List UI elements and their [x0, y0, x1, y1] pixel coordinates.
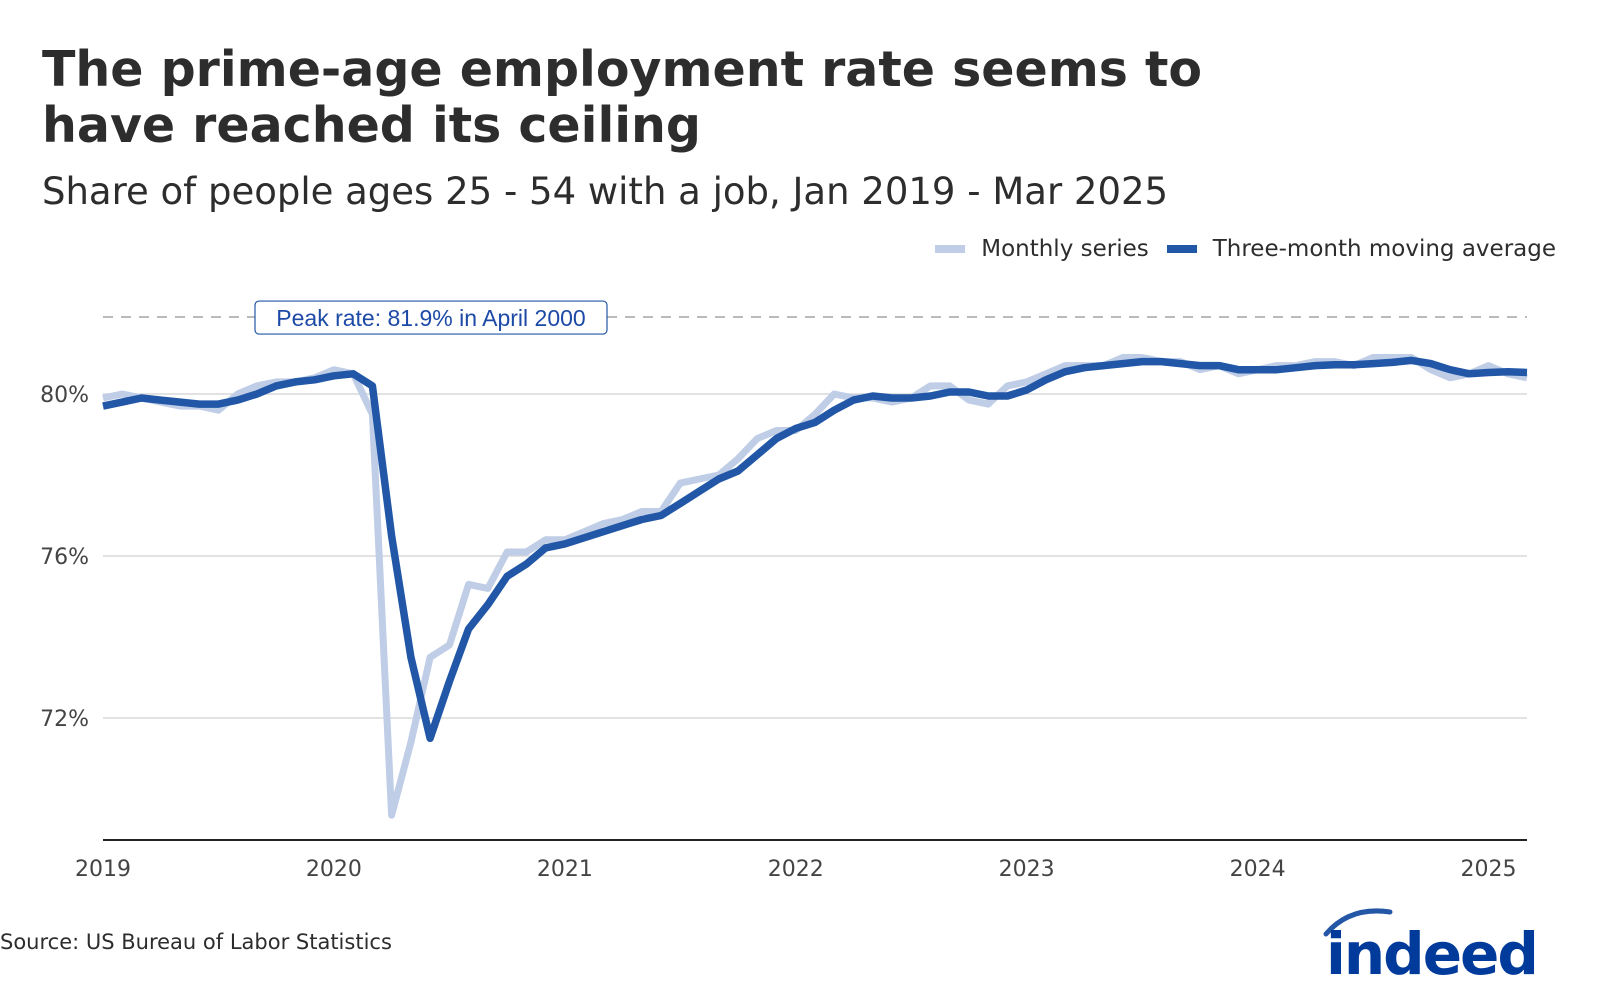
legend-swatch-monthly: [935, 245, 966, 253]
svg-text:indeed: indeed: [1326, 920, 1537, 980]
x-tick-label: 2024: [1230, 857, 1286, 882]
x-tick-label: 2023: [999, 857, 1055, 882]
source-note: Source: US Bureau of Labor Statistics: [0, 930, 392, 954]
peak-annotation-box: [254, 300, 608, 335]
indeed-logo: indeed: [1320, 900, 1560, 988]
y-tick-label: 76%: [40, 545, 89, 570]
chart-subtitle: Share of people ages 25 - 54 with a job,…: [42, 170, 1169, 213]
x-tick-label: 2021: [537, 857, 593, 882]
x-tick-label: 2020: [306, 857, 362, 882]
legend-label-moving-average: Three-month moving average: [1212, 236, 1556, 262]
chart-title: The prime-age employment rate seems to h…: [42, 41, 1203, 154]
x-tick-label: 2022: [768, 857, 824, 882]
legend-swatch-moving-average: [1166, 245, 1197, 253]
x-tick-label: 2019: [75, 857, 131, 882]
x-tick-label: 2025: [1461, 857, 1517, 882]
y-tick-label: 72%: [40, 707, 89, 732]
legend: Monthly series Three-month moving averag…: [917, 236, 1556, 262]
y-tick-label: 80%: [40, 383, 89, 408]
legend-label-monthly: Monthly series: [981, 236, 1149, 262]
peak-annotation-label: Peak rate: 81.9% in April 2000: [276, 305, 585, 331]
